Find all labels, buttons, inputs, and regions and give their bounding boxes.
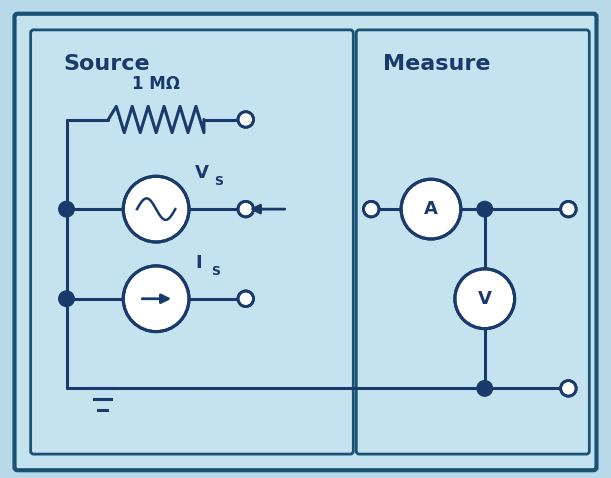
Circle shape xyxy=(123,266,189,332)
Text: V: V xyxy=(478,290,492,308)
Circle shape xyxy=(401,179,461,239)
Text: S: S xyxy=(211,265,220,278)
Text: Source: Source xyxy=(64,54,150,74)
Text: I: I xyxy=(195,254,202,272)
Circle shape xyxy=(477,380,492,396)
Circle shape xyxy=(123,176,189,242)
FancyBboxPatch shape xyxy=(31,30,353,454)
Circle shape xyxy=(59,201,75,217)
Circle shape xyxy=(477,201,492,217)
Circle shape xyxy=(561,380,576,396)
Circle shape xyxy=(561,201,576,217)
Text: S: S xyxy=(214,175,223,188)
Circle shape xyxy=(238,112,254,127)
Text: A: A xyxy=(424,200,438,218)
Circle shape xyxy=(364,201,379,217)
Text: V: V xyxy=(195,164,209,182)
FancyBboxPatch shape xyxy=(15,14,596,470)
Text: 1 MΩ: 1 MΩ xyxy=(132,75,180,93)
Circle shape xyxy=(59,291,75,306)
Circle shape xyxy=(238,201,254,217)
Text: Measure: Measure xyxy=(383,54,491,74)
FancyBboxPatch shape xyxy=(356,30,590,454)
Circle shape xyxy=(238,291,254,306)
Circle shape xyxy=(455,269,514,329)
